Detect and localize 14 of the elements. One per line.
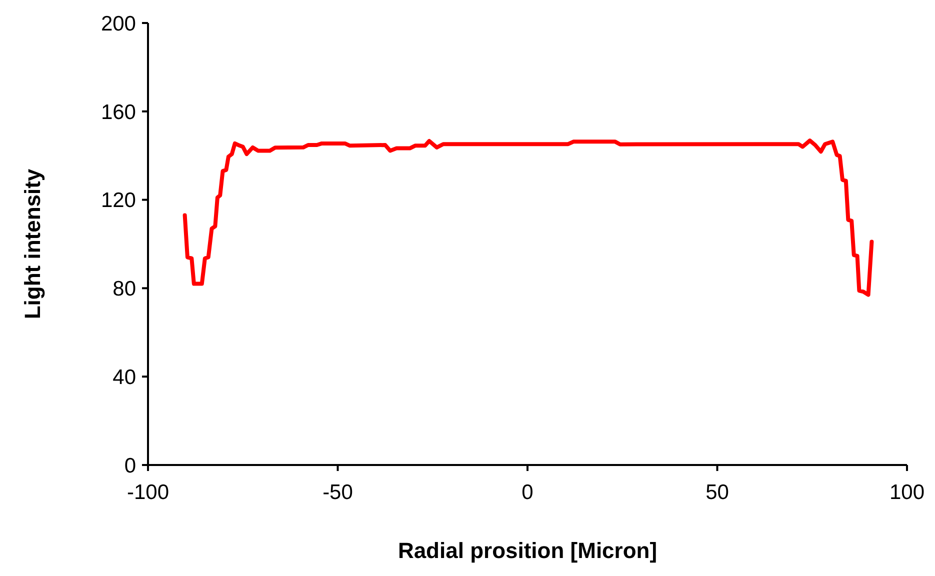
x-tick-label: -50	[322, 481, 353, 504]
y-tick-label: 80	[112, 278, 136, 301]
x-tick-label: -100	[126, 481, 170, 504]
x-tick-label: 50	[706, 481, 729, 504]
y-axis-title: Light intensity	[20, 168, 45, 320]
x-tick-label: 0	[522, 481, 534, 504]
y-tick-label: 120	[100, 189, 136, 212]
x-tick-label: 100	[889, 481, 925, 504]
x-axis-title: Radial prosition [Micron]	[398, 538, 658, 563]
y-tick-label: 160	[100, 100, 136, 124]
line-series	[182, 138, 874, 297]
y-tick-label: 200	[100, 12, 136, 36]
y-tick-label: 40	[112, 366, 136, 389]
y-tick-label: 0	[124, 454, 136, 478]
